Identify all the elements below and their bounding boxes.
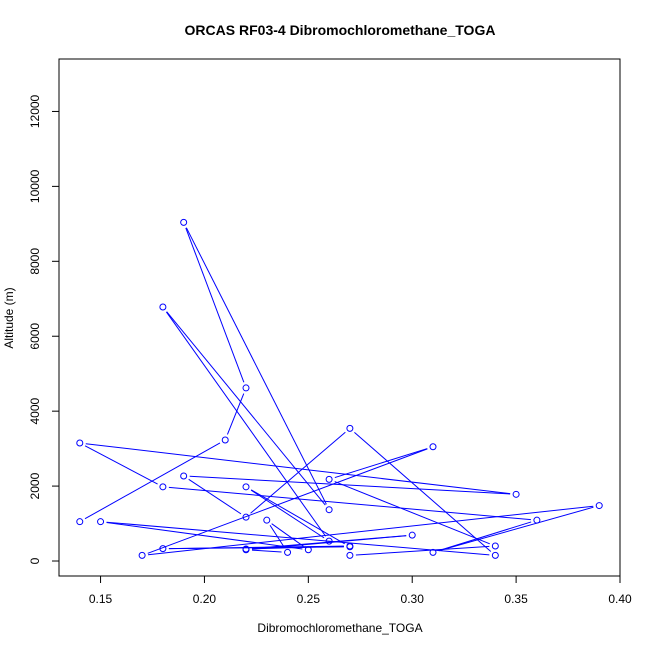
data-point — [408, 531, 416, 539]
data-point — [76, 439, 84, 447]
y-axis: 0 2000 4000 6000 8000 10000 12000 — [28, 94, 60, 564]
series-segment — [168, 486, 531, 521]
series-segment — [106, 521, 303, 550]
series-segment — [251, 549, 282, 553]
chart-title: ORCAS RF03-4 Dibromochloromethane_TOGA — [185, 22, 496, 38]
x-axis: 0.15 0.20 0.25 0.30 0.35 0.40 — [89, 575, 632, 606]
series-segment — [165, 311, 327, 537]
x-tick-label: 0.15 — [89, 592, 113, 606]
series-segment — [334, 448, 428, 479]
data-point — [595, 502, 603, 510]
data-point — [429, 548, 437, 556]
series-segment — [334, 481, 490, 545]
data-point — [180, 218, 188, 226]
series-segment — [84, 442, 221, 520]
data-point — [346, 543, 354, 551]
series-segment — [438, 521, 532, 552]
data-point — [346, 424, 354, 432]
series-segment — [84, 445, 158, 485]
data-point — [97, 518, 105, 526]
data-point — [429, 443, 437, 451]
x-axis-label: Dibromochloromethane_TOGA — [257, 621, 422, 635]
y-axis-label: Altitude (m) — [2, 287, 16, 348]
data-point — [76, 518, 84, 526]
y-tick-label: 2000 — [28, 472, 42, 499]
data-point — [159, 545, 167, 553]
series-segment — [188, 478, 242, 515]
data-point — [263, 516, 271, 524]
data-point — [533, 516, 541, 524]
series-segment — [250, 489, 345, 545]
y-tick-label: 0 — [28, 557, 42, 564]
x-tick-label: 0.35 — [504, 592, 528, 606]
data-point — [221, 436, 229, 444]
series-segment — [271, 523, 304, 547]
data-point — [242, 483, 250, 491]
data-point — [242, 513, 250, 521]
data-point — [242, 545, 250, 553]
data-point — [325, 537, 333, 545]
x-tick-label: 0.30 — [401, 592, 425, 606]
data-point — [159, 483, 167, 491]
x-tick-label: 0.20 — [193, 592, 217, 606]
data-point — [346, 551, 354, 559]
series-segment — [147, 448, 428, 554]
series-segment — [250, 489, 325, 539]
series-segment — [251, 535, 407, 550]
data-point — [242, 384, 250, 392]
series-segment — [355, 545, 490, 556]
x-tick-label: 0.25 — [297, 592, 321, 606]
y-tick-label: 10000 — [28, 169, 42, 203]
y-tick-label: 8000 — [28, 248, 42, 275]
x-tick-label: 0.40 — [608, 592, 632, 606]
series-segment — [85, 443, 511, 495]
series-segment — [226, 393, 245, 435]
data-point — [138, 551, 146, 559]
y-tick-label: 6000 — [28, 323, 42, 350]
series-segment — [148, 505, 594, 556]
plot-area-border — [58, 58, 621, 577]
series-segment — [438, 506, 594, 552]
y-tick-label: 12000 — [28, 94, 42, 128]
data-point — [512, 490, 520, 498]
series-segment — [185, 227, 327, 505]
data-point — [491, 542, 499, 550]
data-point — [284, 548, 292, 556]
series-segment — [189, 475, 511, 495]
data-point — [325, 475, 333, 483]
series-segment — [185, 227, 245, 383]
data-point — [180, 472, 188, 480]
series-segment — [269, 524, 285, 548]
data-point — [159, 303, 167, 311]
data-point — [325, 506, 333, 514]
series-segment — [166, 311, 326, 506]
data-series — [76, 218, 603, 559]
series-segment — [354, 431, 492, 552]
series-segment — [168, 546, 344, 550]
data-point — [491, 551, 499, 559]
y-tick-label: 4000 — [28, 397, 42, 424]
data-point — [304, 546, 312, 554]
series-segment — [106, 521, 490, 556]
